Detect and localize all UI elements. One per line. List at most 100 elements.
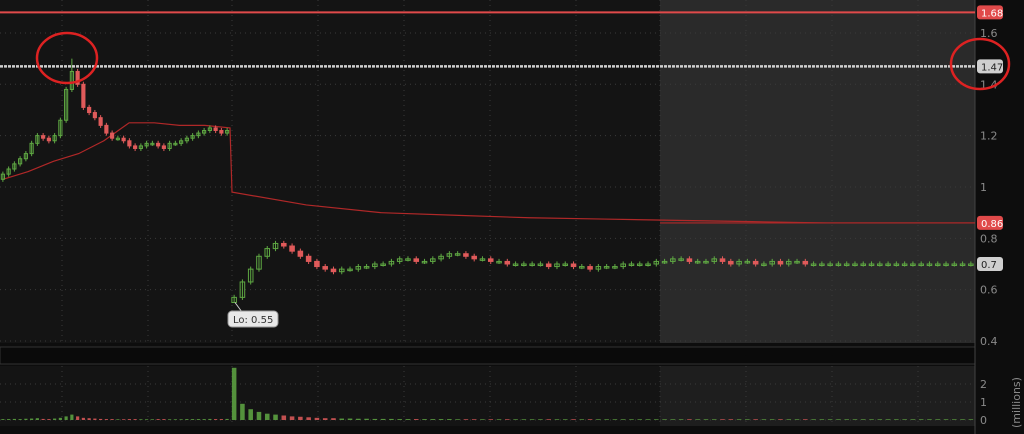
candle-up	[512, 263, 519, 266]
volume-bar	[110, 419, 114, 420]
candle-up	[918, 263, 924, 266]
vwap-line	[2, 122, 975, 224]
volume-bar	[579, 419, 585, 420]
candle-up	[951, 263, 958, 266]
volume-bar	[786, 419, 792, 420]
price-label: 0.7	[981, 260, 997, 271]
volume-bar	[968, 419, 974, 420]
volume-bar	[41, 418, 45, 420]
candle-down	[777, 260, 784, 265]
volume-bar	[389, 418, 394, 420]
volume-bar	[496, 419, 502, 420]
volume-bar	[869, 419, 874, 420]
volume-bar	[173, 419, 177, 420]
volume-bar	[562, 419, 568, 420]
volume-bar	[35, 418, 39, 420]
candle-down	[81, 83, 86, 108]
candle-up	[670, 258, 676, 262]
candle-up	[184, 137, 189, 142]
volume-bar	[225, 418, 229, 420]
candle-down	[161, 145, 166, 149]
candle-up	[115, 137, 120, 141]
volume-bar	[455, 419, 460, 420]
candle-up	[144, 142, 149, 147]
candle-up	[190, 135, 195, 139]
volume-bar	[7, 419, 11, 420]
panel-separator	[0, 346, 976, 365]
candle-down	[92, 112, 97, 119]
volume-bar	[745, 419, 750, 420]
volume-bar	[596, 419, 601, 420]
candle-up	[247, 268, 254, 283]
candle-up	[438, 255, 444, 260]
candle-up	[179, 140, 184, 144]
candle-up	[653, 260, 660, 265]
candle-down	[545, 263, 552, 268]
candle-up	[256, 255, 262, 270]
volume-bar	[322, 418, 328, 420]
volume-bar	[116, 419, 120, 420]
candle-up	[868, 263, 875, 266]
price-tick-label: 1.6	[980, 27, 998, 40]
candle-up	[239, 281, 246, 298]
candle-up	[388, 260, 395, 265]
candle-down	[110, 132, 115, 139]
volume-bar	[753, 419, 758, 420]
candle-up	[943, 263, 949, 266]
volume-bar	[860, 419, 866, 420]
price-tick-label: 0.6	[980, 284, 998, 297]
candle-up	[196, 132, 201, 137]
volume-bar	[546, 419, 551, 420]
candle-up	[529, 263, 535, 266]
volume-bar	[952, 419, 957, 420]
candle-up	[761, 263, 767, 266]
candle-up	[926, 263, 933, 266]
volume-bar	[380, 418, 386, 420]
candle-up	[860, 263, 867, 266]
price-label-box	[977, 215, 1003, 230]
volume-bar	[637, 419, 643, 420]
volume-bar	[505, 419, 510, 420]
candle-up	[885, 263, 891, 266]
candle-up	[893, 263, 900, 266]
volume-bar	[538, 419, 543, 420]
volume-bar	[104, 419, 108, 420]
volume-bar	[30, 418, 34, 420]
volume-bar	[662, 419, 667, 420]
candle-down	[219, 130, 224, 134]
candle-up	[843, 263, 850, 266]
volume-bar	[720, 419, 725, 420]
volume-bar	[430, 419, 436, 420]
candle-down	[289, 245, 295, 252]
volume-tick-label: 0	[980, 414, 987, 427]
price-tick-label: 1.2	[980, 130, 998, 143]
candle-up	[537, 263, 544, 266]
lo-callout-pointer	[234, 302, 243, 313]
volume-bar	[413, 419, 419, 420]
volume-bar	[145, 419, 149, 420]
volume-bar	[488, 419, 494, 420]
volume-bar	[447, 419, 452, 420]
volume-bar	[240, 403, 245, 420]
price-label: 1.68	[981, 8, 1003, 19]
candle-down	[305, 255, 312, 262]
candle-up	[380, 263, 386, 266]
volume-bar	[852, 419, 858, 420]
volume-bar	[422, 419, 427, 420]
candle-down	[314, 260, 320, 268]
candle-up	[711, 258, 718, 262]
volume-bar	[231, 367, 237, 420]
candle-up	[231, 296, 237, 303]
candle-up	[207, 127, 212, 132]
price-label-box	[977, 256, 1003, 271]
candle-down	[330, 268, 337, 273]
candle-up	[744, 260, 751, 264]
candle-up	[64, 88, 69, 121]
candle-down	[463, 253, 469, 257]
volume-bar	[214, 419, 218, 420]
candle-down	[156, 142, 161, 147]
volume-bar	[364, 418, 369, 420]
volume-bar	[47, 419, 51, 420]
volume-bar	[87, 418, 91, 420]
